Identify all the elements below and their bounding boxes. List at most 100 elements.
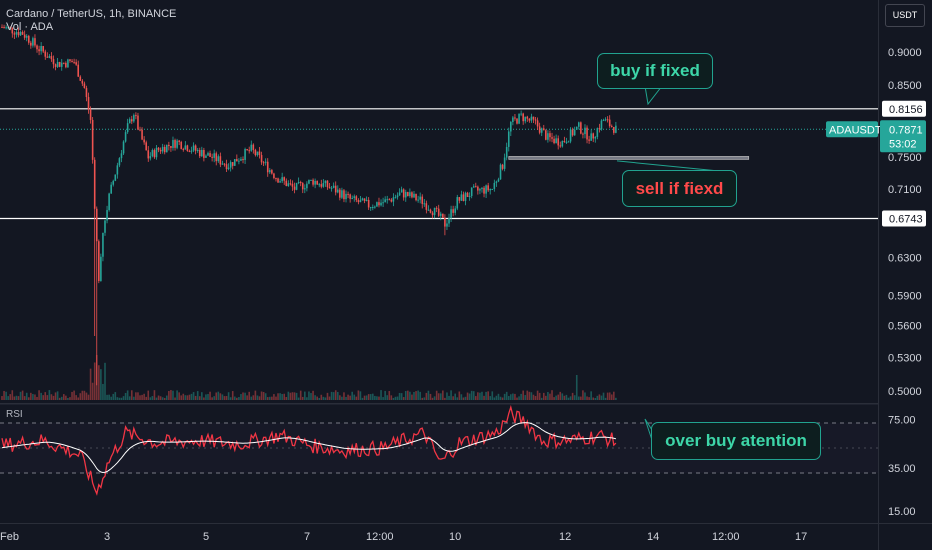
candle bbox=[499, 164, 502, 180]
candle bbox=[293, 186, 296, 190]
candle bbox=[602, 120, 605, 122]
volume-bar bbox=[491, 391, 494, 400]
volume-bar bbox=[431, 397, 434, 400]
volume-bar bbox=[538, 392, 541, 400]
candle bbox=[536, 120, 539, 127]
volume-bar bbox=[460, 394, 463, 400]
volume-bar bbox=[396, 396, 399, 400]
volume-bar bbox=[118, 397, 121, 400]
volume-bar bbox=[269, 396, 271, 400]
candle bbox=[411, 192, 413, 198]
volume-bar bbox=[5, 391, 7, 400]
volume-bar bbox=[205, 394, 207, 400]
candle bbox=[510, 121, 512, 132]
candle bbox=[221, 163, 224, 165]
volume-bar bbox=[240, 394, 242, 400]
candle bbox=[40, 46, 42, 52]
volume-bar bbox=[110, 396, 112, 400]
volume-bar bbox=[324, 397, 327, 400]
volume-bar bbox=[367, 394, 370, 400]
candle bbox=[592, 133, 595, 139]
volume-bar bbox=[192, 392, 195, 400]
candle bbox=[524, 116, 527, 122]
volume-bar bbox=[244, 392, 246, 400]
candle bbox=[215, 153, 218, 162]
volume-bar bbox=[586, 396, 588, 400]
volume-bar bbox=[104, 362, 106, 400]
volume-bar bbox=[475, 396, 477, 400]
candle bbox=[95, 208, 98, 242]
candle bbox=[244, 149, 246, 160]
volume-bar bbox=[499, 396, 502, 400]
volume-bar bbox=[444, 397, 446, 400]
candle bbox=[528, 118, 531, 121]
volume-bar bbox=[153, 390, 156, 400]
volume-bar bbox=[128, 396, 131, 400]
volume-bar bbox=[264, 393, 267, 400]
candle bbox=[464, 192, 467, 201]
candle bbox=[442, 213, 444, 218]
volume-bar bbox=[551, 390, 553, 400]
volume-bar bbox=[590, 391, 592, 400]
candle bbox=[613, 127, 615, 133]
candle bbox=[328, 187, 331, 189]
volume-bar bbox=[32, 394, 34, 400]
candle bbox=[30, 42, 32, 46]
candle bbox=[285, 180, 288, 186]
volume-bar bbox=[559, 391, 562, 400]
candle bbox=[180, 141, 183, 149]
volume-bar bbox=[604, 397, 607, 400]
volume-bar bbox=[46, 395, 49, 400]
price-tick-label: 0.5000 bbox=[888, 386, 922, 398]
volume-bar bbox=[89, 368, 92, 400]
volume-bar bbox=[30, 392, 32, 400]
candle bbox=[382, 202, 384, 204]
candle bbox=[85, 88, 88, 98]
volume-bar bbox=[65, 395, 67, 400]
volume-bar bbox=[372, 393, 374, 400]
candle bbox=[182, 148, 185, 150]
volume-bar bbox=[505, 391, 508, 400]
candle bbox=[336, 189, 339, 193]
candle bbox=[172, 140, 174, 148]
volume-bar bbox=[201, 392, 203, 400]
volume-bar bbox=[108, 394, 110, 400]
candle bbox=[168, 144, 170, 147]
volume-bar bbox=[575, 375, 578, 400]
candle bbox=[423, 203, 426, 205]
candle bbox=[227, 167, 230, 170]
sell-annotation-text: sell if fiexd bbox=[635, 179, 724, 198]
volume-bar bbox=[69, 397, 71, 400]
candle bbox=[75, 62, 77, 65]
candle bbox=[584, 127, 586, 135]
volume-bar bbox=[277, 393, 279, 400]
candle bbox=[557, 138, 559, 146]
volume-bar bbox=[184, 395, 187, 400]
candle bbox=[207, 153, 209, 156]
candle bbox=[166, 144, 168, 153]
volume-bar bbox=[93, 362, 96, 400]
currency-button[interactable]: USDT bbox=[885, 4, 925, 27]
volume-bar bbox=[522, 390, 524, 400]
volume-bar bbox=[602, 392, 605, 400]
candle bbox=[69, 59, 71, 61]
volume-bar bbox=[326, 392, 329, 400]
volume-bar bbox=[15, 395, 18, 400]
candle bbox=[48, 56, 51, 58]
candle bbox=[322, 183, 325, 187]
volume-bar bbox=[345, 396, 347, 400]
candle bbox=[176, 140, 178, 148]
candle bbox=[271, 170, 273, 174]
candle bbox=[575, 126, 578, 130]
volume-bar bbox=[439, 393, 442, 400]
candle bbox=[225, 164, 228, 170]
volume-bar bbox=[38, 390, 40, 400]
candle bbox=[73, 62, 75, 64]
candle bbox=[77, 64, 80, 77]
candle bbox=[567, 141, 570, 143]
volume-bar bbox=[580, 396, 582, 400]
candle bbox=[450, 209, 452, 218]
candle bbox=[157, 147, 160, 150]
volume-bar bbox=[79, 393, 82, 400]
